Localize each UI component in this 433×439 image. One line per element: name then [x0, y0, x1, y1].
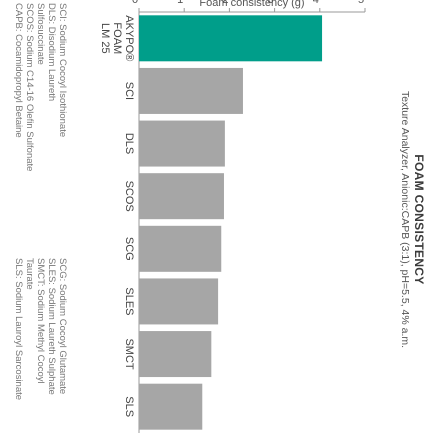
legend-item: SCG: Sodium Cocoyl Glutamate [57, 258, 68, 395]
x-tick-label: SCG [123, 237, 135, 261]
x-tick-label: DLS [123, 133, 135, 154]
y-tick-label: 2 [222, 0, 228, 6]
x-tick-label: SCI [123, 82, 135, 100]
legend-item: CAPB: Cocamidopropyl Betaine [13, 3, 24, 138]
y-tick-label: 5 [358, 0, 364, 6]
legend-abbreviations-left: SCI: Sodium Cocoyl Isothionate DLS: Diso… [13, 3, 68, 171]
legend-item: DLS: Disodium Laureth [46, 3, 57, 102]
x-tick-label: LM 25 [99, 23, 111, 54]
legend-item: SCI: Sodium Cocoyl Isothionate [57, 3, 68, 138]
x-tick-label: SMCT [123, 338, 135, 369]
y-tick-label: 3 [268, 0, 274, 6]
x-tick-label: SLS [123, 396, 135, 417]
legend-abbreviations-right: SCG: Sodium Cocoyl Glutamate SLES: Sodiu… [13, 258, 68, 400]
bar [139, 225, 222, 272]
x-tick-label: SLES [123, 287, 135, 315]
bar [139, 120, 225, 167]
bar [139, 331, 212, 378]
legend-item: SMCT: Sodium Methyl Cocoyl [35, 258, 46, 384]
bar [139, 15, 323, 62]
x-tick-label: AKYPO® [123, 15, 135, 61]
legend-item: SLS: Sodium Lauroyl Sarcosinate [13, 258, 24, 401]
legend-item: SLES: Sodium Laureth Sulphate [46, 258, 57, 395]
x-tick-label: SCOS [123, 181, 135, 212]
bar [139, 383, 203, 430]
bar [139, 278, 219, 325]
y-axis-label: Foam consistency (g) [199, 0, 304, 9]
y-tick-label: 0 [132, 0, 138, 6]
x-tick-label: FOAM [111, 22, 123, 54]
legend-item: SCOS: Sodium C14-16 Olefin Sulfonate [24, 3, 35, 172]
bar [139, 67, 243, 114]
y-tick-label: 1 [177, 0, 183, 6]
y-tick-label: 4 [313, 0, 319, 6]
legend-item: Taurate [24, 258, 35, 290]
bar [139, 173, 224, 220]
legend-item: Sulfosuccinate [35, 3, 46, 65]
